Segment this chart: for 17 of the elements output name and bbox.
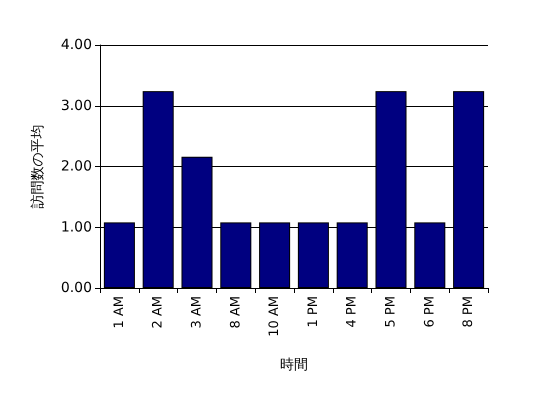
y-tick-label: 1.00 bbox=[60, 219, 92, 236]
x-tick-label: 3 AM bbox=[190, 296, 204, 329]
y-tick-label: 0.00 bbox=[60, 280, 92, 296]
x-axis-title: 時間 bbox=[280, 357, 308, 373]
x-tick-label: 1 AM bbox=[112, 296, 127, 329]
x-tick-label: 10 AM bbox=[267, 296, 282, 337]
x-tick-label: 6 PM bbox=[422, 296, 438, 328]
y-tick-label: 4.00 bbox=[60, 37, 92, 53]
x-tick-label: 8 PM bbox=[461, 296, 476, 328]
y-tick-label: 2.00 bbox=[60, 158, 92, 174]
x-tick-label: 4 PM bbox=[344, 296, 360, 328]
y-axis-title: 訪問数の平均 bbox=[30, 124, 46, 208]
x-tick-label: 1 PM bbox=[306, 296, 321, 328]
x-tick-label: 8 AM bbox=[228, 296, 244, 329]
x-tick-label: 2 AM bbox=[150, 296, 166, 329]
y-tick-label: 3.00 bbox=[60, 98, 92, 114]
x-tick-label: 5 PM bbox=[384, 296, 398, 328]
